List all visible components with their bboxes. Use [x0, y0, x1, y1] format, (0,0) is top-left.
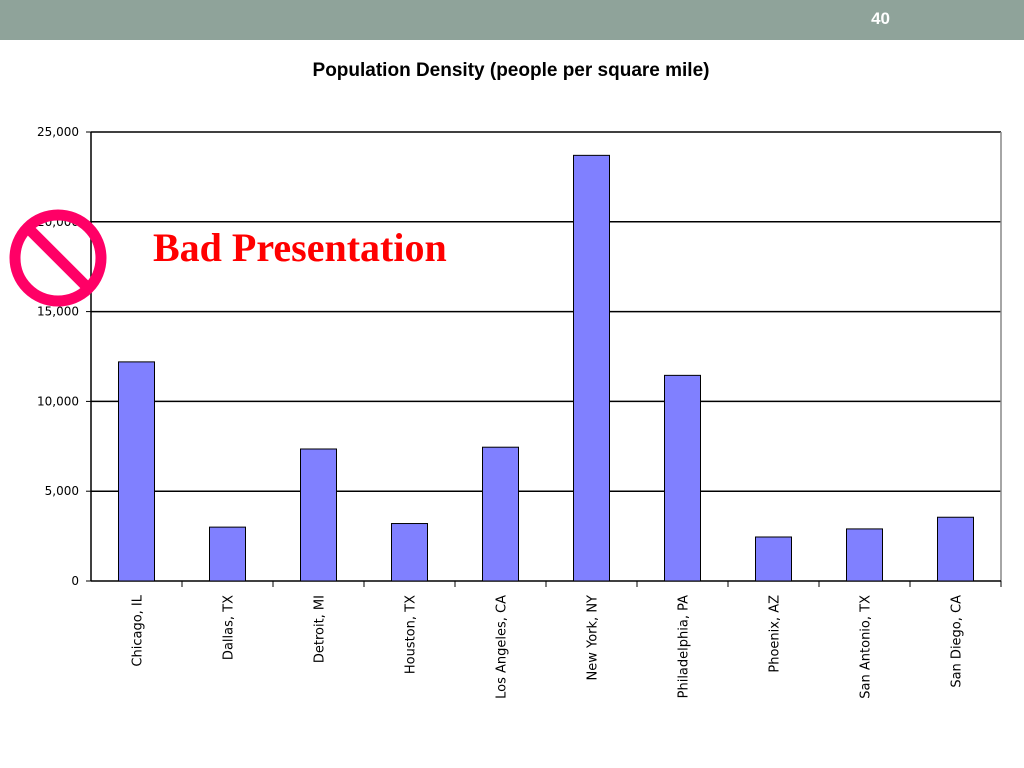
x-tick-label: Philadelphia, PA	[677, 595, 692, 698]
x-tick-label: Dallas, TX	[222, 595, 237, 660]
slide-header-bar: 40	[0, 0, 1024, 40]
bar	[937, 516, 974, 582]
chart-title: Population Density (people per square mi…	[313, 60, 710, 81]
x-tick-label: Houston, TX	[404, 595, 419, 674]
x-tick-label: New York, NY	[586, 595, 601, 681]
bar	[664, 374, 701, 582]
slide-number: 40	[871, 9, 890, 28]
y-tick-label: 15,000	[37, 305, 79, 319]
y-tick-label: 0	[71, 574, 79, 588]
bar	[755, 536, 792, 582]
bar	[300, 448, 337, 582]
bar	[573, 154, 610, 582]
x-tick-label: Chicago, IL	[131, 594, 146, 666]
bar	[391, 523, 428, 582]
no-symbol-icon	[9, 209, 107, 307]
y-tick-label: 10,000	[37, 394, 79, 408]
bar	[209, 526, 246, 582]
bar	[482, 446, 519, 582]
bar-chart: Population Density (people per square mi…	[37, 60, 1002, 699]
y-tick-label: 25,000	[37, 125, 79, 139]
bar	[118, 361, 155, 582]
y-tick-label: 5,000	[45, 484, 79, 498]
x-tick-label: Los Angeles, CA	[495, 595, 510, 699]
x-tick-label: San Antonio, TX	[859, 595, 874, 699]
x-tick-label: Detroit, MI	[313, 595, 328, 663]
bad-presentation-label: Bad Presentation	[153, 225, 447, 270]
bar	[846, 528, 883, 582]
x-tick-label: San Diego, CA	[950, 595, 965, 688]
x-tick-label: Phoenix, AZ	[768, 595, 783, 673]
